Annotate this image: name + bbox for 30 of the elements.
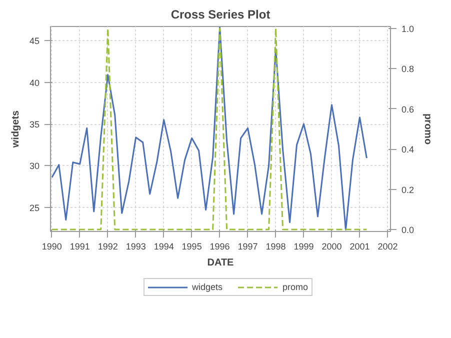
legend-label: promo [282,282,308,292]
x-tick-label: 1993 [126,242,146,252]
y-tick-label: 35 [29,120,40,130]
y-axis-title: widgets [10,110,22,149]
x-tick-label: 2000 [322,242,342,252]
y-tick-label: 45 [29,36,40,46]
y-tick-label: 30 [29,161,40,172]
x-tick-label: 1996 [210,242,230,252]
x-tick-label: 1991 [70,242,90,252]
x-tick-label: 2002 [378,242,398,252]
y2-tick-label: 0.0 [402,224,414,235]
x-tick-label: 2001 [350,242,370,252]
y2-tick-label: 0.4 [402,144,414,155]
x-tick-label: 1999 [294,242,314,252]
y-tick-label: 25 [29,202,40,213]
chart-title: Cross Series Plot [170,8,270,22]
y-tick-label: 40 [29,78,40,88]
y2-tick-label: 0.6 [402,104,414,114]
y2-tick-label: 0.8 [402,64,414,74]
x-tick-label: 1995 [182,242,202,252]
legend-label: widgets [192,282,222,292]
x-tick-label: 1992 [98,242,118,252]
y2-axis-title: promo [422,113,434,145]
x-axis-title: DATE [207,258,234,268]
x-tick-label: 1990 [42,242,62,252]
y2-tick-label: 1.0 [402,24,414,34]
y2-tick-label: 0.2 [402,184,414,195]
x-tick-label: 1997 [238,242,258,252]
x-tick-label: 1998 [266,242,286,252]
x-tick-label: 1994 [154,242,174,252]
